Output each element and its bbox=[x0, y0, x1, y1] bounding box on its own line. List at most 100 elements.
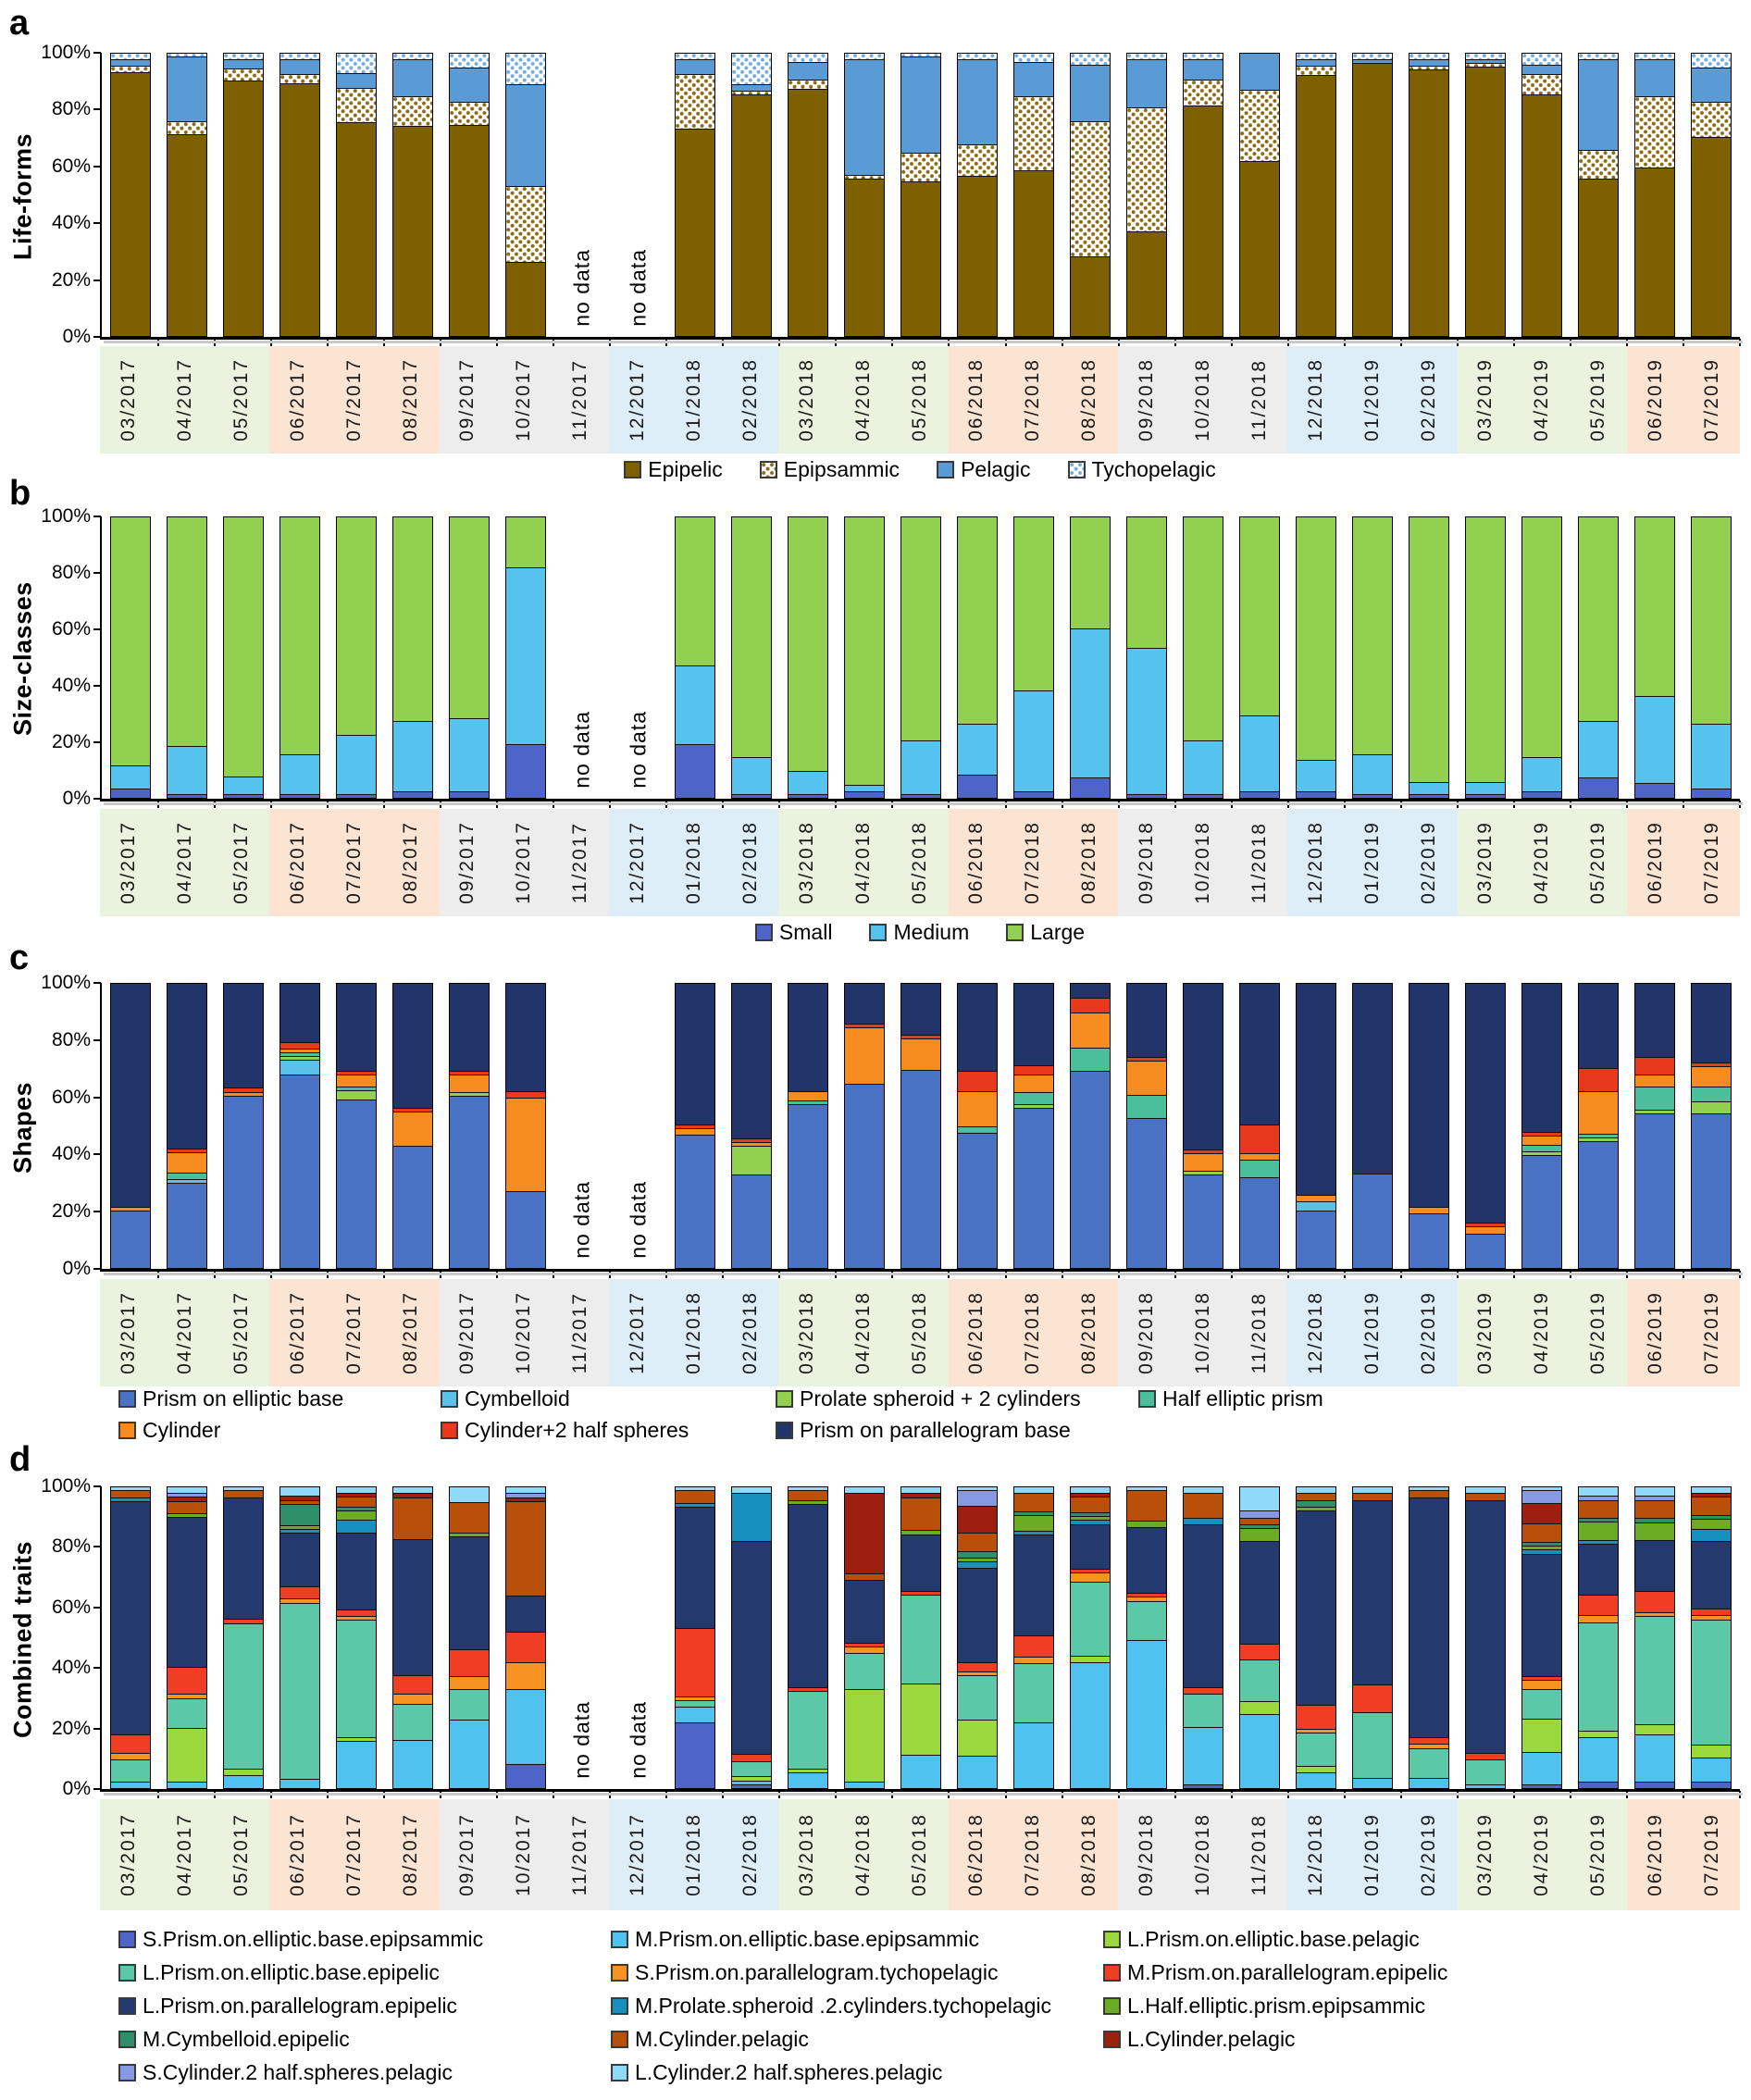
stacked-bar-06/2019 bbox=[1634, 516, 1676, 799]
x-tick-label-10/2017: 10/2017 bbox=[495, 1799, 553, 1910]
stacked-bar-06/2018 bbox=[957, 53, 998, 337]
x-tick-label-12/2018: 12/2018 bbox=[1287, 1279, 1345, 1386]
bar-segment bbox=[1297, 790, 1336, 798]
bar-segment bbox=[279, 1075, 319, 1268]
bar-segment bbox=[1127, 1597, 1167, 1601]
bar-segment bbox=[223, 1487, 263, 1491]
bar-segment bbox=[844, 1580, 884, 1643]
bar-segment bbox=[1297, 54, 1336, 60]
stacked-bar-09/2017 bbox=[448, 983, 490, 1269]
bar-segment bbox=[336, 88, 376, 123]
bar-segment bbox=[505, 54, 545, 85]
stacked-bar-02/2018 bbox=[730, 516, 772, 799]
bar-slot-07/2019 bbox=[1683, 516, 1741, 808]
bar-segment bbox=[392, 54, 432, 60]
bar-slot-12/2018 bbox=[1288, 53, 1346, 346]
y-tick-label: 100% bbox=[41, 505, 91, 527]
bar-segment bbox=[844, 984, 884, 1024]
bar-segment bbox=[449, 1532, 489, 1536]
bar-segment bbox=[1522, 1487, 1562, 1491]
bar-segment bbox=[1635, 1086, 1675, 1110]
x-tick-label-03/2018: 03/2018 bbox=[778, 346, 836, 454]
bar-segment bbox=[1353, 984, 1393, 1174]
legend-item: L.Prism.on.parallelogram.epipelic bbox=[118, 1994, 611, 2019]
bar-segment bbox=[1635, 54, 1675, 60]
bar-segment bbox=[788, 1503, 827, 1688]
x-tick-label-12/2017: 12/2017 bbox=[608, 1799, 666, 1910]
x-tick-label-07/2019: 07/2019 bbox=[1683, 1279, 1741, 1386]
bar-segment bbox=[1071, 1655, 1111, 1662]
bar-segment bbox=[1071, 1070, 1111, 1268]
bar-segment bbox=[788, 1090, 827, 1100]
bar-segment bbox=[1184, 1524, 1223, 1688]
bar-slot-01/2018 bbox=[666, 983, 725, 1278]
x-tick-label-10/2018: 10/2018 bbox=[1174, 1799, 1232, 1910]
legend-item: Half elliptic prism bbox=[1138, 1386, 1323, 1411]
bar-segment bbox=[1297, 1765, 1336, 1773]
y-tick-mark bbox=[93, 1485, 101, 1487]
bar-slot-12/2018 bbox=[1288, 983, 1346, 1278]
x-tick-label-03/2019: 03/2019 bbox=[1457, 346, 1514, 454]
bar-segment bbox=[1409, 66, 1449, 70]
stacked-bar-01/2018 bbox=[674, 983, 715, 1269]
stacked-bar-01/2019 bbox=[1352, 983, 1394, 1269]
bar-segment bbox=[731, 1493, 771, 1542]
y-tick-mark bbox=[93, 1667, 101, 1670]
legend-item: M.Prism.on.elliptic.base.epipsammic bbox=[611, 1927, 1103, 1952]
stacked-bar-03/2018 bbox=[787, 516, 828, 799]
bar-slot-07/2018 bbox=[1006, 983, 1063, 1278]
bar-segment bbox=[844, 1653, 884, 1690]
bar-segment bbox=[1635, 1056, 1675, 1075]
legend-item: S.Prism.on.parallelogram.tychopelagic bbox=[611, 1960, 1103, 1985]
x-tick-label-06/2019: 06/2019 bbox=[1626, 346, 1684, 454]
bar-slot-06/2018 bbox=[949, 53, 1007, 346]
stacked-bar-05/2019 bbox=[1578, 516, 1620, 799]
bar-segment bbox=[675, 54, 714, 60]
x-tick-label-07/2017: 07/2017 bbox=[326, 809, 383, 916]
panel-c-bars: no data no data bbox=[102, 983, 1741, 1278]
y-tick-mark bbox=[93, 1153, 101, 1156]
bar-segment bbox=[336, 1497, 376, 1507]
bar-segment bbox=[675, 128, 714, 336]
bar-segment bbox=[1240, 1659, 1280, 1702]
bar-segment bbox=[279, 1533, 319, 1586]
bar-segment bbox=[1635, 1590, 1675, 1612]
bar-segment bbox=[1522, 1542, 1562, 1547]
bar-segment bbox=[1297, 59, 1336, 67]
bar-slot-04/2017 bbox=[158, 1486, 217, 1798]
x-tick-label-03/2017: 03/2017 bbox=[100, 1279, 157, 1386]
bar-segment bbox=[167, 793, 206, 798]
bar-slot-04/2019 bbox=[1514, 53, 1571, 346]
bar-segment bbox=[1127, 648, 1167, 794]
bar-segment bbox=[1635, 96, 1675, 168]
y-tick-mark bbox=[93, 685, 101, 687]
bar-slot-08/2017 bbox=[384, 516, 442, 808]
bar-slot-03/2017 bbox=[102, 983, 160, 1278]
bar-segment bbox=[1692, 54, 1732, 68]
bar-slot-07/2019 bbox=[1683, 983, 1741, 1278]
bar-segment bbox=[788, 517, 827, 771]
bar-segment bbox=[505, 1487, 545, 1494]
bar-segment bbox=[1466, 67, 1506, 336]
legend-item: Epipsammic bbox=[759, 457, 900, 482]
bar-segment bbox=[1579, 1487, 1619, 1497]
bar-slot-12/2017: no data bbox=[610, 1486, 668, 1798]
stacked-bar-04/2019 bbox=[1521, 983, 1563, 1269]
bar-segment bbox=[1692, 1515, 1732, 1520]
bar-slot-03/2019 bbox=[1458, 983, 1515, 1278]
y-tick-mark bbox=[93, 1788, 101, 1790]
bar-segment bbox=[1127, 1060, 1167, 1096]
bar-slot-03/2018 bbox=[779, 983, 838, 1278]
panel-b-y-axis-title: Size-classes bbox=[8, 581, 37, 737]
bar-slot-03/2018 bbox=[779, 516, 838, 808]
x-tick-label-01/2018: 01/2018 bbox=[665, 1279, 723, 1386]
bar-segment bbox=[900, 984, 940, 1035]
x-tick-label-05/2019: 05/2019 bbox=[1570, 809, 1627, 916]
bar-segment bbox=[505, 517, 545, 568]
bar-slot-10/2018 bbox=[1175, 1486, 1233, 1798]
bar-segment bbox=[1579, 54, 1619, 60]
bar-segment bbox=[449, 717, 489, 791]
bar-segment bbox=[1071, 1572, 1111, 1583]
bar-segment bbox=[110, 54, 150, 60]
bar-segment bbox=[900, 1034, 940, 1038]
